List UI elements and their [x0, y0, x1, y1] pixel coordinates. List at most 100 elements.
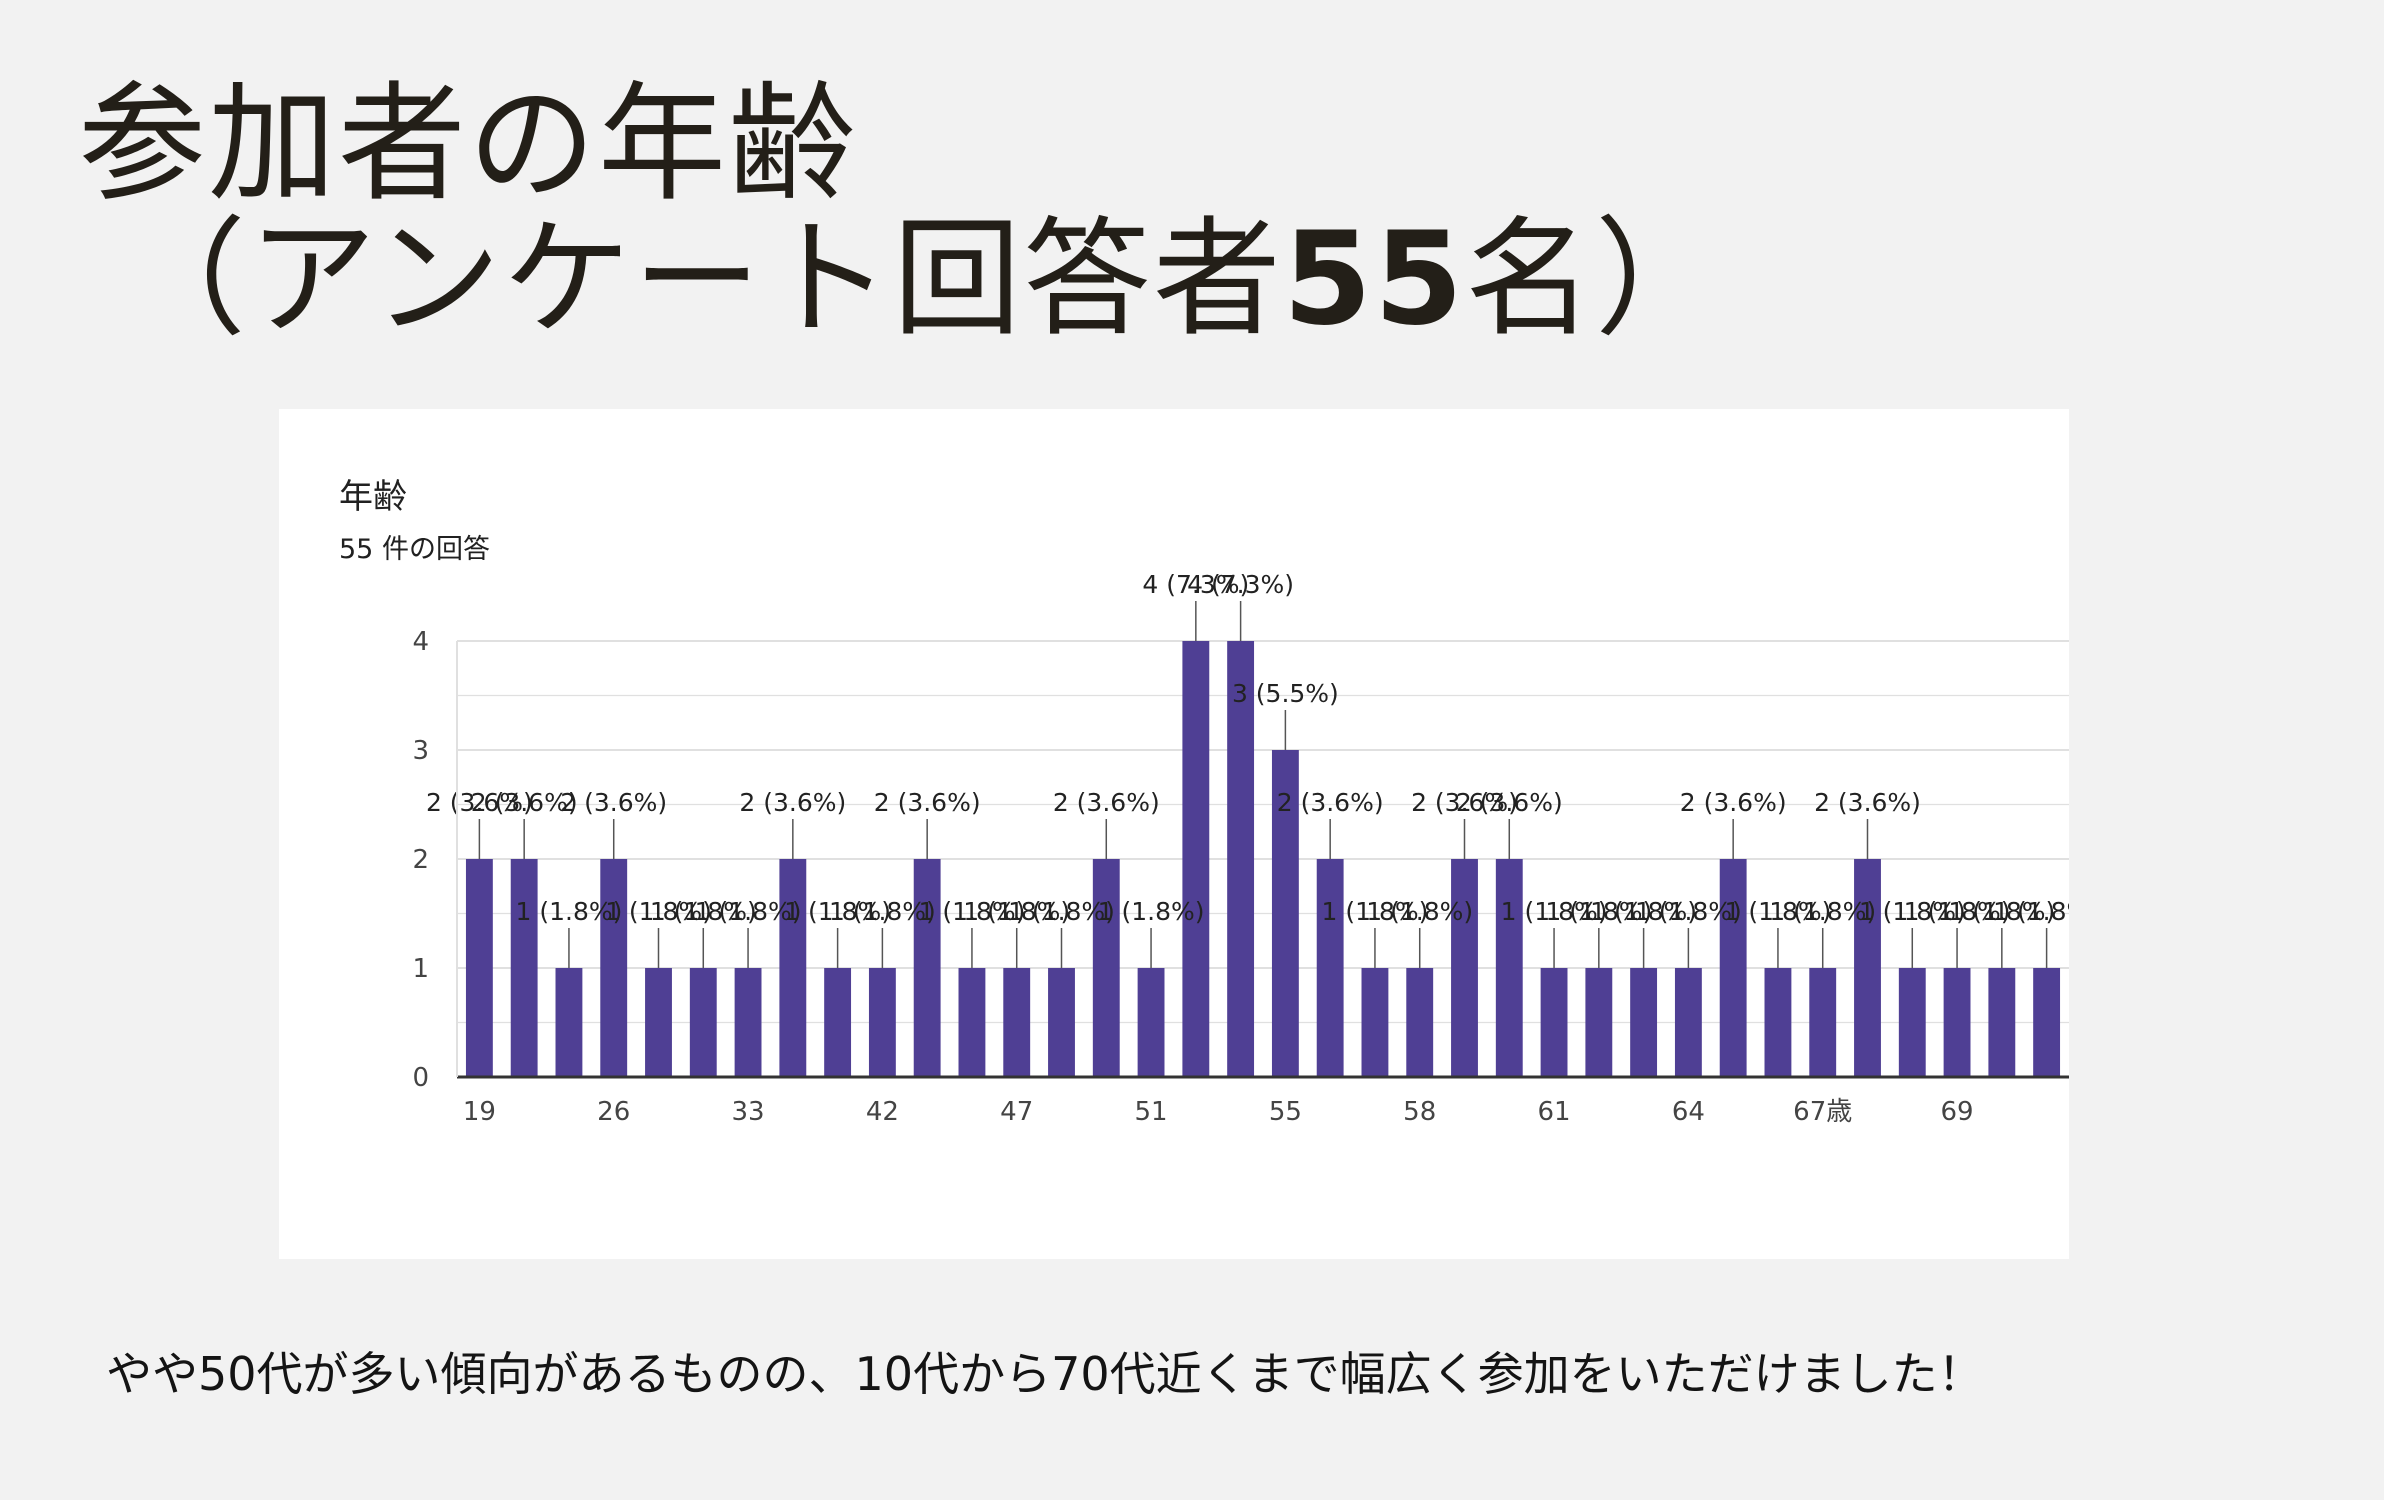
bar	[1898, 968, 1926, 1077]
slide-caption: やや50代が多い傾向があるものの、10代から70代近くまで幅広く参加をいただけま…	[106, 1347, 1984, 1401]
subtitle-prefix: （アンケート回答者	[118, 205, 1283, 354]
bar	[1495, 859, 1523, 1077]
data-label: 1 (1.8%)	[1948, 897, 2055, 926]
data-label: 1 (1.8%)	[784, 897, 891, 926]
x-tick-label: 69	[1941, 1097, 1974, 1127]
data-label: 2 (3.6%)	[426, 788, 533, 817]
bar	[465, 859, 493, 1077]
bar	[824, 968, 852, 1077]
bar	[645, 968, 672, 1077]
data-label: 2 (3.6%)	[1277, 788, 1384, 817]
bar	[1719, 859, 1747, 1077]
bars	[465, 641, 2061, 1077]
bar	[689, 968, 717, 1077]
bar	[1451, 859, 1478, 1077]
data-label: 2 (3.6%)	[1411, 788, 1518, 817]
bar	[1406, 968, 1434, 1077]
bar	[1585, 968, 1613, 1077]
bar	[1854, 859, 1881, 1077]
bar	[779, 859, 807, 1077]
data-label: 2 (3.6%)	[1814, 788, 1921, 817]
bar	[958, 968, 986, 1077]
data-label: 2 (3.6%)	[1456, 788, 1563, 817]
data-label: 2 (3.6%)	[560, 788, 667, 817]
subtitle-suffix: 名）	[1465, 205, 1726, 354]
bar	[734, 968, 762, 1077]
bar	[1943, 968, 1971, 1077]
bar	[2033, 968, 2061, 1077]
data-label: 4 (7.3%)	[1142, 570, 1249, 599]
bar	[1674, 968, 1702, 1077]
bar	[1361, 968, 1389, 1077]
bar	[1809, 968, 1837, 1077]
bar	[1764, 968, 1792, 1077]
bar	[510, 859, 538, 1077]
data-label: 2 (3.6%)	[874, 788, 981, 817]
data-label: 1 (1.8%)	[1366, 897, 1473, 926]
x-tick-label: 58	[1403, 1097, 1436, 1127]
x-tick-label: 26	[597, 1097, 630, 1127]
slide-subtitle: （アンケート回答者55名）	[118, 205, 1725, 355]
data-label: 1 (1.8%)	[1098, 897, 1205, 926]
data-label: 4 (7.3%)	[1187, 570, 1294, 599]
data-label: 2 (3.6%)	[471, 788, 578, 817]
data-label: 1 (1.8%)	[1725, 897, 1832, 926]
chart-subtitle: 55 件の回答	[339, 534, 490, 565]
bar	[1630, 968, 1658, 1077]
x-tick-label: 19	[463, 1097, 496, 1127]
data-label: 1 (1.8%)	[1590, 897, 1697, 926]
bar	[1316, 859, 1344, 1077]
x-tick-label: 51	[1135, 1097, 1168, 1127]
bar	[913, 859, 941, 1077]
chart-title: 年齢	[339, 477, 407, 517]
x-tick-label: 33	[732, 1097, 765, 1127]
bar	[1271, 750, 1299, 1077]
x-tick-label: 61	[1538, 1097, 1571, 1127]
data-label: 3 (5.5%)	[1232, 679, 1339, 708]
bar	[600, 859, 628, 1077]
data-label: 2 (3.6%)	[1053, 788, 1160, 817]
data-label: 1 (1.8%)	[516, 897, 623, 926]
data-label: 1 (1.8%)	[605, 897, 712, 926]
bar	[1137, 968, 1165, 1077]
bar	[1048, 968, 1075, 1077]
bar	[1988, 968, 2016, 1077]
y-tick-label: 3	[412, 736, 429, 766]
bar	[1540, 968, 1568, 1077]
data-label: 1 (1.8%)	[1769, 897, 1876, 926]
data-label: 1 (1.8%)	[1008, 897, 1115, 926]
x-tick-label: 55	[1269, 1097, 1302, 1127]
data-label: 1 (1.8%)	[1993, 897, 2069, 926]
x-tick-label: 67歳	[1793, 1097, 1852, 1127]
bar	[868, 968, 896, 1077]
bar	[1227, 641, 1255, 1077]
bar	[1003, 968, 1031, 1077]
data-label: 1 (1.8%)	[1635, 897, 1742, 926]
data-label: 1 (1.8%)	[695, 897, 802, 926]
data-label: 1 (1.8%)	[1501, 897, 1608, 926]
data-label: 1 (1.8%)	[1545, 897, 1652, 926]
y-tick-label: 1	[412, 954, 429, 984]
x-tick-label: 42	[866, 1097, 899, 1127]
bar	[1092, 859, 1120, 1077]
bar	[1182, 641, 1210, 1077]
data-label: 1 (1.8%)	[829, 897, 936, 926]
x-tick-label: 47	[1000, 1097, 1033, 1127]
respondent-count: 55	[1282, 205, 1466, 354]
data-label: 1 (1.8%)	[650, 897, 757, 926]
y-tick-label: 2	[412, 845, 429, 875]
y-tick-label: 4	[412, 627, 429, 657]
data-label: 1 (1.8%)	[1904, 897, 2011, 926]
y-tick-label: 0	[412, 1063, 429, 1093]
bar	[555, 968, 583, 1077]
data-label: 1 (1.8%)	[963, 897, 1070, 926]
data-label: 2 (3.6%)	[1680, 788, 1787, 817]
data-label: 1 (1.8%)	[1322, 897, 1429, 926]
data-label: 2 (3.6%)	[739, 788, 846, 817]
data-label: 1 (1.8%)	[919, 897, 1026, 926]
x-tick-label: 64	[1672, 1097, 1705, 1127]
data-label: 1 (1.8%)	[1859, 897, 1966, 926]
slide-title: 参加者の年齢	[78, 70, 859, 219]
